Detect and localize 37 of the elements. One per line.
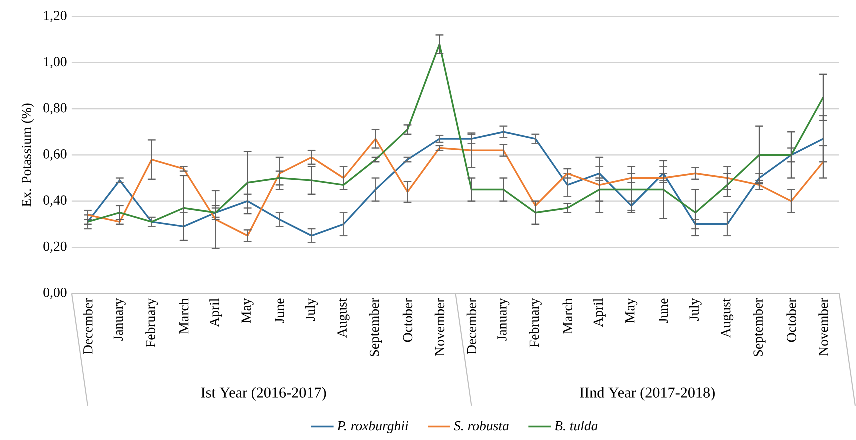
x-tick-label: April	[210, 298, 222, 328]
legend-label: S. robusta	[454, 420, 509, 431]
legend-label: B. tulda	[554, 420, 598, 431]
y-tick-label: 0,20	[44, 242, 67, 253]
legend-label: P. roxburghii	[337, 420, 408, 434]
y-tick-label: 0,00	[44, 288, 67, 300]
y-tick-label: 0,60	[44, 149, 67, 161]
x-tick-label: July	[689, 298, 702, 321]
x-tick-label: September	[753, 298, 766, 356]
x-tick-label: October	[786, 298, 796, 342]
y-tick-label: 0,40	[44, 195, 67, 207]
x-tick-label: August	[338, 298, 350, 338]
x-tick-label: July	[306, 298, 318, 321]
y-tick-label: 0,80	[44, 103, 67, 114]
x-tick-label: April	[593, 298, 606, 328]
x-tick-label: May	[242, 298, 254, 323]
x-tick-label: May	[626, 298, 638, 323]
text: IInd Year (2017-2018)	[580, 387, 715, 401]
x-tick-label: November	[818, 298, 828, 356]
x-tick-label: February	[146, 298, 158, 348]
y-tick-label: 1,20	[44, 10, 67, 22]
x-tick-label: August	[722, 298, 734, 338]
x-tick-label: February	[529, 298, 542, 348]
x-tick-label: December	[83, 298, 93, 354]
x-tick-label: March	[562, 298, 573, 334]
y-axis-title: Ex. Potassium (%)	[22, 103, 34, 207]
x-tick-label: June	[275, 298, 284, 324]
y-tick-label: 1,00	[44, 57, 67, 68]
x-tick-label: January	[114, 298, 126, 341]
x-tick-label: October	[402, 298, 413, 342]
x-tick-label: June	[659, 298, 668, 324]
x-tick-label: September	[370, 298, 382, 356]
x-tick-label: March	[179, 298, 189, 334]
x-tick-label: November	[434, 298, 445, 356]
x-tick-label: December	[466, 298, 477, 354]
x-tick-label: January	[498, 298, 510, 341]
text: Ist Year (2016-2017)	[201, 387, 326, 401]
